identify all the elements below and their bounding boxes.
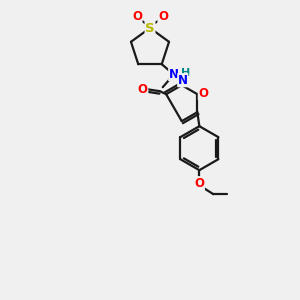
Text: O: O — [194, 177, 204, 190]
Text: H: H — [181, 68, 190, 78]
Text: O: O — [138, 83, 148, 96]
Text: N: N — [178, 74, 188, 87]
Text: N: N — [169, 68, 179, 81]
Text: O: O — [132, 11, 142, 23]
Text: S: S — [145, 22, 155, 34]
Text: O: O — [198, 87, 208, 100]
Text: O: O — [158, 11, 168, 23]
